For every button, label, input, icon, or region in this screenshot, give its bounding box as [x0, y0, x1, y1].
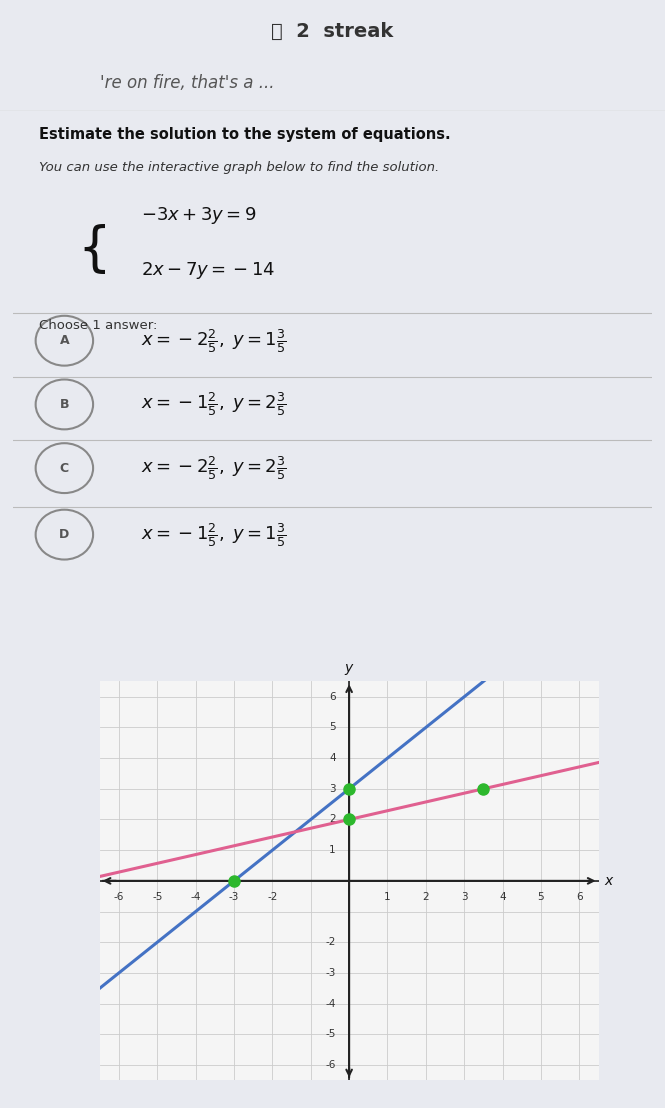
Text: 6: 6 — [329, 691, 336, 701]
Text: $x = -2\frac{2}{5},\; y = 2\frac{3}{5}$: $x = -2\frac{2}{5},\; y = 2\frac{3}{5}$ — [141, 454, 287, 482]
Text: Choose 1 answer:: Choose 1 answer: — [39, 319, 157, 331]
Text: $x = -2\frac{2}{5},\; y = 1\frac{3}{5}$: $x = -2\frac{2}{5},\; y = 1\frac{3}{5}$ — [141, 327, 287, 355]
Text: 1: 1 — [384, 892, 391, 902]
Text: $x$: $x$ — [604, 874, 615, 888]
Text: Estimate the solution to the system of equations.: Estimate the solution to the system of e… — [39, 127, 450, 143]
Text: A: A — [60, 335, 69, 347]
Text: 🔥  2  streak: 🔥 2 streak — [271, 21, 394, 41]
Text: -6: -6 — [325, 1060, 336, 1070]
Text: 're on fire, that's a ...: 're on fire, that's a ... — [100, 74, 274, 92]
Text: 4: 4 — [499, 892, 506, 902]
Text: $x = -1\frac{2}{5},\; y = 2\frac{3}{5}$: $x = -1\frac{2}{5},\; y = 2\frac{3}{5}$ — [141, 390, 287, 419]
Text: 2: 2 — [422, 892, 429, 902]
Text: -6: -6 — [114, 892, 124, 902]
Text: $\{$: $\{$ — [77, 222, 106, 276]
Text: 5: 5 — [329, 722, 336, 732]
Text: C: C — [60, 462, 69, 474]
Text: D: D — [59, 529, 70, 541]
Text: $2x - 7y = -14$: $2x - 7y = -14$ — [141, 260, 275, 281]
Text: 4: 4 — [329, 753, 336, 763]
Text: $y$: $y$ — [344, 661, 354, 677]
Text: -5: -5 — [152, 892, 162, 902]
Text: 5: 5 — [537, 892, 544, 902]
Text: 3: 3 — [461, 892, 467, 902]
Text: -2: -2 — [267, 892, 277, 902]
Text: 6: 6 — [576, 892, 583, 902]
Text: $-3x + 3y = 9$: $-3x + 3y = 9$ — [141, 205, 257, 226]
Text: $x = -1\frac{2}{5},\; y = 1\frac{3}{5}$: $x = -1\frac{2}{5},\; y = 1\frac{3}{5}$ — [141, 521, 287, 548]
Text: -4: -4 — [190, 892, 201, 902]
Text: 1: 1 — [329, 845, 336, 855]
Text: B: B — [60, 398, 69, 411]
Text: -4: -4 — [325, 998, 336, 1008]
Text: -2: -2 — [325, 937, 336, 947]
Text: -3: -3 — [229, 892, 239, 902]
Text: 2: 2 — [329, 814, 336, 824]
Text: You can use the interactive graph below to find the solution.: You can use the interactive graph below … — [39, 161, 439, 174]
Text: -3: -3 — [325, 968, 336, 978]
Text: 3: 3 — [329, 783, 336, 793]
Text: -5: -5 — [325, 1029, 336, 1039]
